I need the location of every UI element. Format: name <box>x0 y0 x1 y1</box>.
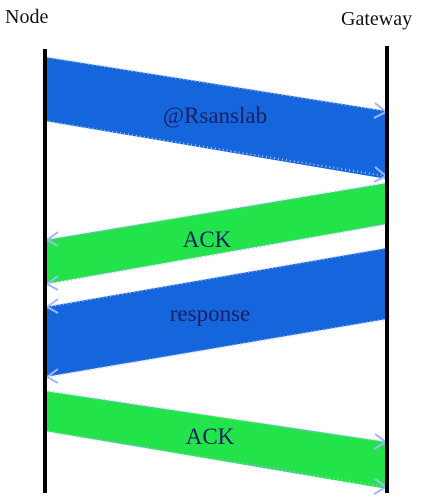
message-arrow-line-ack-1-bottom <box>46 223 388 285</box>
message-arrow-line-rsanslab <box>44 56 386 112</box>
message-arrow-line-response-bottom <box>46 318 388 378</box>
message-band-ack-1 <box>45 183 387 284</box>
message-arrow-line-ack-2-bottom <box>44 430 386 488</box>
message-band-rsanslab <box>45 57 387 179</box>
node-label: Node <box>5 6 49 28</box>
message-label-rsanslab: @Rsanslab <box>163 103 267 128</box>
message-band-ack-2 <box>45 391 387 489</box>
message-arrow-line-response-top <box>46 247 388 308</box>
message-arrow-line-rsanslab-bottom <box>44 120 386 177</box>
message-label-ack-1: ACK <box>183 227 232 252</box>
message-arrow-line-ack-1-top <box>46 182 388 241</box>
message-label-response: response <box>170 301 250 326</box>
message-label-ack-2: ACK <box>186 424 235 449</box>
gateway-label: Gateway <box>341 8 413 30</box>
message-band-response <box>45 248 387 377</box>
